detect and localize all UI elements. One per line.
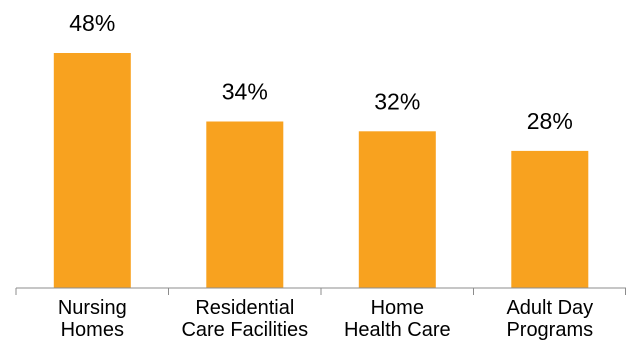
category-label-3: Home Health Care	[344, 297, 451, 341]
category-label-4: Adult Day Programs	[506, 297, 593, 341]
data-label-3: 32%	[374, 88, 420, 114]
data-label-1: 48%	[69, 10, 115, 36]
data-label-2: 34%	[222, 79, 268, 105]
x-axis-ticks	[15, 288, 626, 295]
category-labels-group: Nursing Homes Residential Care Facilities Ho…	[58, 297, 593, 341]
bar-3	[358, 131, 436, 288]
data-label-4: 28%	[527, 108, 573, 134]
category-label-1: Nursing Homes	[58, 297, 127, 341]
data-labels-group: 48% 34% 32% 28%	[69, 10, 573, 134]
category-label-2: Residential Care Facilities	[181, 297, 308, 341]
bar-2	[206, 121, 284, 288]
bars-group	[53, 53, 589, 288]
bar-4	[511, 150, 589, 288]
bar-1	[53, 53, 131, 288]
